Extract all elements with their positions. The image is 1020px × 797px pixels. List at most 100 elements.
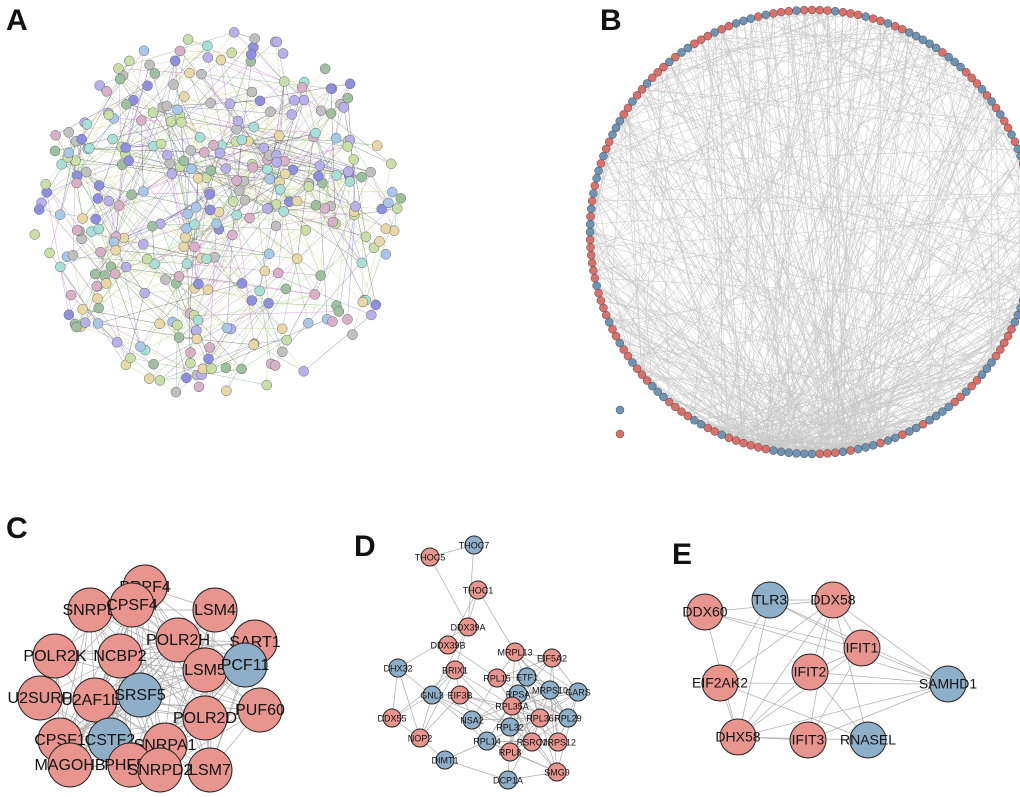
edge	[46, 112, 154, 193]
edge	[66, 256, 187, 264]
node	[615, 116, 624, 126]
node	[274, 184, 286, 195]
edge	[590, 101, 992, 248]
node	[717, 24, 726, 34]
edge	[593, 270, 844, 453]
node	[289, 94, 300, 106]
panel-letter: C	[6, 512, 28, 545]
node-label: DIMT1	[432, 755, 459, 765]
edge	[657, 391, 789, 454]
node	[77, 304, 88, 315]
edge	[596, 285, 866, 448]
edge	[623, 349, 759, 448]
node	[628, 358, 637, 367]
node	[815, 5, 824, 15]
edge	[641, 18, 874, 375]
edge	[201, 74, 245, 182]
edge	[694, 420, 805, 455]
node-label: NOP2	[408, 733, 433, 743]
edge	[429, 556, 469, 628]
node-label: SMG9	[544, 767, 570, 777]
node	[876, 438, 885, 448]
node	[843, 629, 881, 667]
edge	[193, 315, 242, 370]
edge	[110, 173, 173, 267]
node	[237, 687, 283, 733]
edge	[183, 160, 284, 212]
edge	[603, 155, 1020, 253]
node	[868, 14, 878, 23]
node	[987, 97, 996, 106]
edge	[275, 204, 386, 255]
node	[81, 166, 92, 178]
edge	[89, 609, 206, 719]
edge	[172, 321, 187, 378]
node	[608, 130, 617, 139]
edge	[948, 304, 1020, 408]
edge	[315, 132, 363, 263]
node	[477, 731, 497, 751]
edge	[184, 96, 280, 137]
edge	[593, 61, 955, 194]
edge	[773, 39, 924, 451]
node	[208, 140, 219, 151]
node	[987, 358, 996, 367]
node	[823, 449, 832, 458]
node	[868, 441, 878, 450]
edge	[834, 156, 1020, 453]
edge	[115, 273, 190, 314]
node	[93, 302, 104, 314]
node	[300, 224, 312, 236]
edge	[872, 209, 1020, 446]
node	[487, 668, 507, 688]
node	[746, 441, 756, 450]
node	[950, 57, 959, 67]
edge	[514, 651, 579, 693]
edge	[130, 357, 161, 381]
node	[585, 235, 595, 244]
node	[71, 225, 83, 236]
node	[143, 373, 155, 384]
edge	[646, 18, 874, 381]
edge	[397, 626, 469, 669]
edge	[225, 258, 298, 369]
edge	[842, 349, 1001, 453]
edge	[249, 181, 280, 219]
node-label: DCP1A	[493, 775, 523, 785]
node	[173, 332, 185, 343]
edge	[657, 13, 851, 73]
node	[181, 372, 192, 384]
edge	[600, 300, 983, 375]
node-label: EIF3B	[447, 690, 472, 700]
edge	[149, 64, 271, 112]
node	[330, 132, 342, 144]
edge	[619, 342, 955, 403]
node	[206, 363, 217, 374]
edge	[277, 211, 285, 274]
node-label: MRPL13	[497, 647, 532, 657]
node	[814, 581, 852, 619]
node	[204, 204, 216, 216]
edge	[765, 52, 943, 450]
edge	[276, 88, 333, 156]
node	[982, 364, 992, 373]
edge	[598, 10, 828, 172]
node	[540, 680, 560, 700]
node	[807, 449, 817, 459]
edge	[174, 60, 211, 104]
edge	[201, 303, 269, 375]
node	[592, 174, 601, 183]
edge	[612, 134, 910, 432]
edge	[431, 626, 469, 696]
node	[615, 338, 624, 348]
node	[388, 658, 408, 678]
node	[113, 200, 125, 211]
edge	[459, 694, 541, 719]
node	[126, 189, 137, 200]
edge	[773, 13, 797, 454]
edge	[590, 193, 1020, 225]
node-label: SNRPD2	[128, 762, 193, 779]
node	[254, 285, 265, 297]
edge	[194, 311, 339, 316]
edge	[758, 66, 961, 448]
